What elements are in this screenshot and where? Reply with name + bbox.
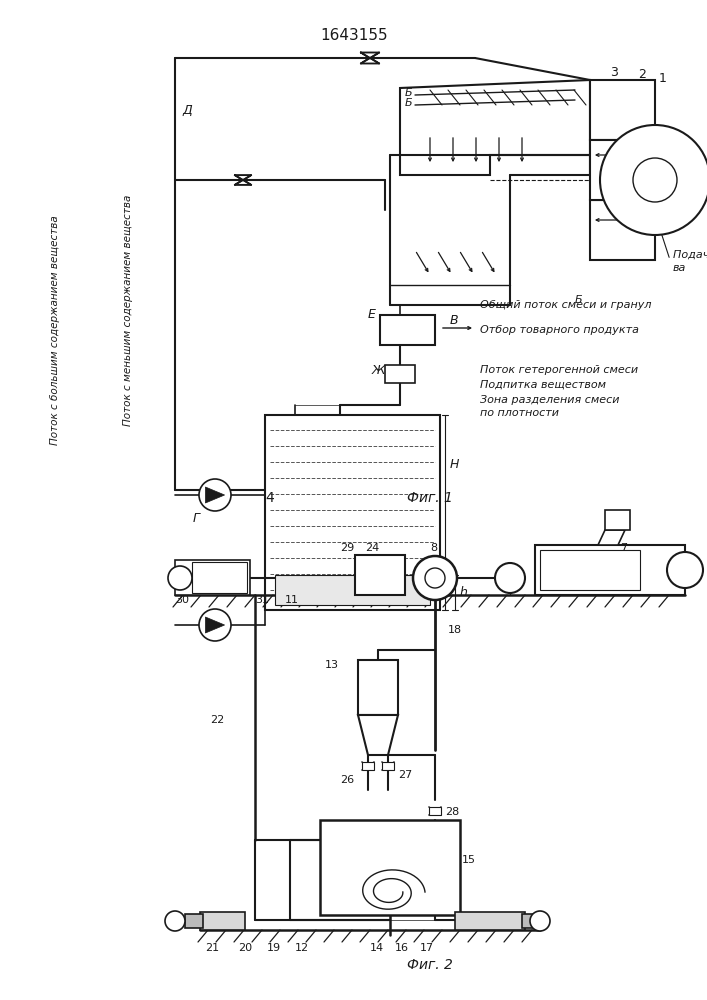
Circle shape bbox=[199, 609, 231, 641]
Bar bbox=[590, 200, 655, 260]
Polygon shape bbox=[400, 80, 590, 175]
Polygon shape bbox=[361, 58, 379, 63]
Bar bbox=[192, 562, 247, 593]
Bar bbox=[590, 200, 655, 260]
Text: 20: 20 bbox=[238, 943, 252, 953]
Text: 22: 22 bbox=[210, 715, 224, 725]
Text: Б: Б bbox=[405, 88, 413, 98]
Bar bbox=[382, 762, 394, 770]
Circle shape bbox=[413, 556, 457, 600]
Text: h: h bbox=[460, 585, 468, 598]
Circle shape bbox=[633, 158, 677, 202]
Text: Подача распла-: Подача распла- bbox=[673, 250, 707, 260]
Text: 24: 24 bbox=[365, 543, 379, 553]
Text: Фиг. 2: Фиг. 2 bbox=[407, 958, 453, 972]
Text: Ж: Ж bbox=[372, 363, 385, 376]
Bar bbox=[429, 807, 441, 815]
Polygon shape bbox=[598, 530, 625, 545]
Bar bbox=[355, 555, 405, 595]
Polygon shape bbox=[206, 487, 225, 503]
Text: Е: Е bbox=[368, 308, 376, 322]
Text: 31: 31 bbox=[255, 595, 269, 605]
Text: 7: 7 bbox=[620, 543, 627, 553]
Text: 13: 13 bbox=[325, 660, 339, 670]
Text: 19: 19 bbox=[267, 943, 281, 953]
Text: 28: 28 bbox=[445, 807, 460, 817]
Text: 18: 18 bbox=[448, 625, 462, 635]
Text: Поток с меньшим содержанием вещества: Поток с меньшим содержанием вещества bbox=[123, 194, 133, 426]
Text: Зона разделения смеси: Зона разделения смеси bbox=[480, 395, 619, 405]
Bar bbox=[605, 510, 630, 530]
Bar bbox=[200, 912, 245, 930]
Bar bbox=[275, 575, 430, 605]
Bar bbox=[175, 560, 250, 595]
Bar bbox=[358, 660, 398, 715]
Text: Поток гетерогенной смеси: Поток гетерогенной смеси bbox=[480, 365, 638, 375]
Text: A: A bbox=[663, 215, 671, 225]
Polygon shape bbox=[206, 617, 225, 633]
Bar bbox=[540, 550, 640, 590]
Text: 2: 2 bbox=[638, 68, 646, 82]
Polygon shape bbox=[235, 180, 251, 185]
Polygon shape bbox=[361, 53, 379, 58]
Text: 14: 14 bbox=[370, 943, 384, 953]
Text: Подпитка веществом: Подпитка веществом bbox=[480, 380, 606, 390]
Text: по плотности: по плотности bbox=[480, 408, 559, 418]
Circle shape bbox=[495, 563, 525, 593]
Bar bbox=[455, 912, 525, 930]
Text: 1: 1 bbox=[659, 72, 667, 85]
Text: Фиг. 1: Фиг. 1 bbox=[407, 491, 453, 505]
Circle shape bbox=[199, 479, 231, 511]
Text: Д: Д bbox=[182, 104, 192, 116]
Circle shape bbox=[600, 125, 707, 235]
Text: Поток с большим содержанием вещества: Поток с большим содержанием вещества bbox=[50, 215, 60, 445]
Bar bbox=[590, 140, 655, 200]
Text: 5: 5 bbox=[663, 167, 670, 177]
Text: В: В bbox=[450, 314, 459, 326]
Bar bbox=[362, 762, 374, 770]
Text: 8: 8 bbox=[430, 543, 437, 553]
Polygon shape bbox=[358, 715, 398, 755]
Bar bbox=[380, 315, 435, 345]
Text: 16: 16 bbox=[395, 943, 409, 953]
Bar bbox=[385, 365, 415, 383]
Bar bbox=[265, 415, 440, 610]
Circle shape bbox=[667, 552, 703, 588]
Polygon shape bbox=[235, 175, 251, 180]
Text: ва: ва bbox=[673, 263, 686, 273]
Bar bbox=[522, 914, 540, 928]
Bar bbox=[590, 80, 655, 140]
Text: 30: 30 bbox=[175, 595, 189, 605]
Circle shape bbox=[425, 568, 445, 588]
Text: 17: 17 bbox=[420, 943, 434, 953]
Circle shape bbox=[530, 911, 550, 931]
Text: 15: 15 bbox=[462, 855, 476, 865]
Bar bbox=[185, 914, 203, 928]
Text: A: A bbox=[663, 150, 671, 160]
Text: 27: 27 bbox=[398, 770, 412, 780]
Text: 1643155: 1643155 bbox=[320, 28, 388, 43]
Text: 29: 29 bbox=[340, 543, 354, 553]
Text: Отбор товарного продукта: Отбор товарного продукта bbox=[480, 325, 639, 335]
Circle shape bbox=[165, 911, 185, 931]
Circle shape bbox=[168, 566, 192, 590]
Text: Б: Б bbox=[575, 295, 583, 305]
Text: 26: 26 bbox=[340, 775, 354, 785]
Text: 11: 11 bbox=[285, 595, 299, 605]
Text: Б: Б bbox=[405, 98, 413, 108]
Text: 12: 12 bbox=[295, 943, 309, 953]
Text: Общий поток смеси и гранул: Общий поток смеси и гранул bbox=[480, 300, 651, 310]
Text: 4: 4 bbox=[265, 491, 274, 505]
Text: 21: 21 bbox=[205, 943, 219, 953]
Text: H: H bbox=[450, 458, 460, 472]
Text: 3: 3 bbox=[610, 66, 618, 79]
Bar bbox=[590, 80, 655, 140]
Bar bbox=[535, 545, 685, 595]
Bar bbox=[320, 820, 460, 915]
Text: Г: Г bbox=[193, 512, 200, 526]
